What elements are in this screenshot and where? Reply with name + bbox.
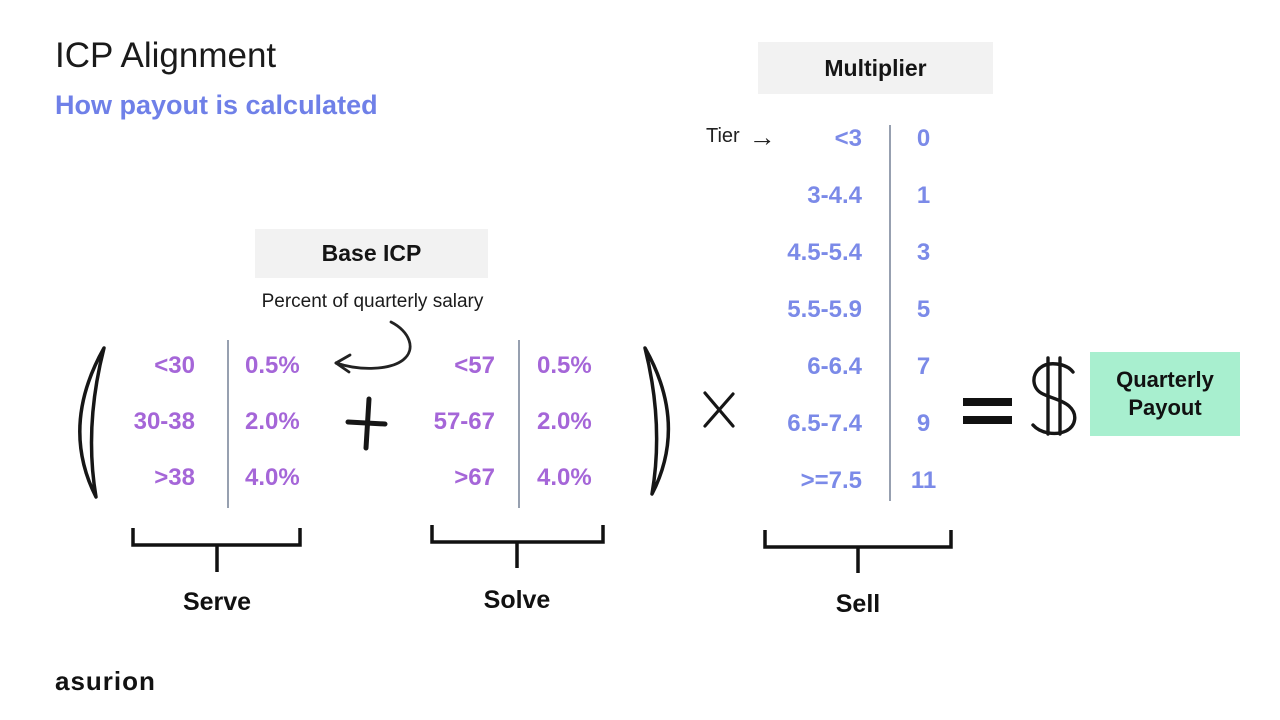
base-icp-header: Base ICP	[255, 229, 488, 278]
tier-label-group: Tier →	[706, 121, 776, 152]
serve-range: 30-38	[133, 408, 195, 435]
multiplier-value: 0	[916, 124, 931, 152]
solve-table-divider	[518, 340, 520, 508]
table-row: >38 4.0%	[110, 450, 320, 506]
solve-table: <57 0.5% 57-67 2.0% >67 4.0%	[408, 338, 618, 508]
quarterly-payout-box: Quarterly Payout	[1090, 352, 1240, 436]
serve-pct: 0.5%	[245, 352, 300, 379]
table-row: 6-6.4 7	[770, 338, 955, 395]
solve-range: 57-67	[433, 408, 495, 435]
multiplier-tier: 3-4.4	[807, 181, 862, 209]
serve-range: >38	[154, 464, 195, 491]
multiplier-tier: 6-6.4	[807, 352, 862, 380]
table-row: >67 4.0%	[408, 450, 618, 506]
multiplier-value: 5	[916, 295, 931, 323]
base-icp-note: Percent of quarterly salary	[261, 291, 484, 312]
sell-brace	[763, 530, 953, 573]
multiplier-tier: 5.5-5.9	[787, 295, 862, 323]
serve-table: <30 0.5% 30-38 2.0% >38 4.0%	[110, 338, 320, 508]
close-paren-icon	[643, 346, 671, 496]
serve-pct: 2.0%	[245, 408, 300, 435]
table-row: 6.5-7.4 9	[770, 395, 955, 452]
multiplier-header: Multiplier	[758, 42, 993, 94]
multiplier-value: 3	[916, 238, 931, 266]
table-row: <3 0	[770, 110, 955, 167]
multiply-icon	[703, 391, 735, 428]
solve-brace	[430, 525, 605, 568]
solve-range: >67	[454, 464, 495, 491]
serve-label: Serve	[182, 588, 252, 616]
table-row: 5.5-5.9 5	[770, 281, 955, 338]
open-paren-icon	[78, 346, 106, 499]
multiplier-table: <3 0 3-4.4 1 4.5-5.4 3 5.5-5.9 5 6-6.4 7…	[770, 110, 955, 510]
page-subtitle: How payout is calculated	[55, 90, 378, 120]
table-row: 57-67 2.0%	[408, 394, 618, 450]
multiplier-tier: >=7.5	[800, 466, 862, 494]
solve-label: Solve	[483, 586, 551, 614]
serve-table-divider	[227, 340, 229, 508]
solve-pct: 0.5%	[537, 352, 592, 379]
page-title: ICP Alignment	[55, 36, 277, 75]
equals-icon	[963, 398, 1012, 424]
multiplier-tier: 6.5-7.4	[787, 409, 862, 437]
multiplier-table-divider	[889, 125, 891, 501]
table-row: 4.5-5.4 3	[770, 224, 955, 281]
result-line2: Payout	[1128, 395, 1202, 420]
table-row: >=7.5 11	[770, 452, 955, 509]
tier-label: Tier	[706, 125, 740, 147]
serve-brace	[131, 528, 302, 572]
multiplier-value: 9	[916, 409, 931, 437]
dollar-icon	[1031, 356, 1077, 436]
multiplier-tier: 4.5-5.4	[787, 238, 862, 266]
table-row: <30 0.5%	[110, 338, 320, 394]
multiplier-value: 7	[916, 352, 931, 380]
sell-label: Sell	[835, 590, 881, 618]
result-line1: Quarterly	[1116, 366, 1214, 392]
multiplier-tier: <3	[834, 124, 862, 152]
plus-icon	[345, 396, 388, 451]
annotation-arrow-icon	[334, 320, 412, 374]
solve-pct: 4.0%	[537, 464, 592, 491]
serve-pct: 4.0%	[245, 464, 300, 491]
tier-arrow-icon: →	[748, 121, 776, 152]
asurion-logo: asurion	[55, 666, 156, 696]
multiplier-value: 11	[910, 466, 937, 494]
table-row: <57 0.5%	[408, 338, 618, 394]
table-row: 3-4.4 1	[770, 167, 955, 224]
solve-range: <57	[454, 352, 495, 379]
solve-pct: 2.0%	[537, 408, 592, 435]
serve-range: <30	[154, 352, 195, 379]
table-row: 30-38 2.0%	[110, 394, 320, 450]
multiplier-value: 1	[916, 181, 931, 209]
